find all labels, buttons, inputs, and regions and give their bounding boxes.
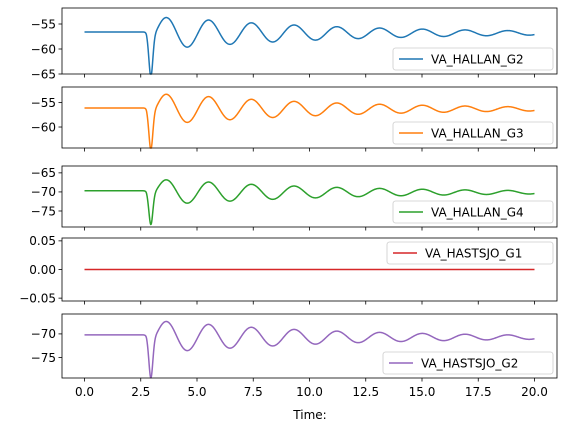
x-tick-label: 20.0 — [521, 385, 548, 399]
legend-box — [392, 200, 554, 224]
legend-label: VA_HALLAN_G3 — [431, 126, 524, 140]
y-tick-label: −65 — [31, 67, 56, 81]
legend: VA_HALLAN_G2 — [392, 47, 554, 71]
y-tick-label: −55 — [31, 17, 56, 31]
x-tick-label: 15.0 — [409, 385, 436, 399]
y-tick-label: −75 — [31, 351, 56, 365]
y-tick-label: 0.00 — [29, 263, 56, 277]
subplot-stack: −65−60−55VA_HALLAN_G2−60−55VA_HALLAN_G3−… — [19, 7, 558, 399]
x-tick-label: 2.5 — [131, 385, 150, 399]
legend: VA_HALLAN_G3 — [392, 121, 554, 145]
y-tick-label: −60 — [31, 42, 56, 56]
subplot-5: −75 −70 0.0 2.5 5.0 7.5 10.0 12.5 15.0 17.5 20.0 VA… — [31, 313, 558, 399]
subplot-1: −65 −60 −55 VA_HALLAN_G2 — [31, 7, 558, 81]
legend-label: VA_HALLAN_G2 — [431, 52, 524, 66]
y-tick-label: −70 — [31, 185, 56, 199]
subplot-3: −75 −70 −65 VA_HALLAN_G4 — [31, 165, 558, 231]
legend-box — [392, 121, 554, 145]
legend-box — [386, 241, 554, 265]
y-tick-label: −55 — [31, 96, 56, 110]
y-tick-label: −70 — [31, 327, 56, 341]
legend-label: VA_HALLAN_G4 — [431, 205, 524, 219]
legend: VA_HASTSJO_G1 — [386, 241, 554, 265]
x-tick-label: 17.5 — [465, 385, 492, 399]
x-tick-label: 12.5 — [352, 385, 379, 399]
series-line-VA_HALLAN_G3 — [84, 93, 535, 149]
legend-label: VA_HASTSJO_G2 — [421, 356, 518, 370]
y-tick-label: 0.05 — [29, 234, 56, 248]
legend-box — [382, 351, 554, 375]
x-tick-label: 10.0 — [296, 385, 323, 399]
x-tick-label: 5.0 — [187, 385, 206, 399]
y-tick-label: −60 — [31, 120, 56, 134]
subplot-4: −0.05 0.00 0.05 VA_HASTSJO_G1 — [19, 234, 558, 305]
legend-box — [392, 47, 554, 71]
legend: VA_HALLAN_G4 — [392, 200, 554, 224]
series-line-VA_HALLAN_G2 — [84, 16, 535, 75]
x-tick-label: 0.0 — [75, 385, 94, 399]
y-tick-label: −65 — [31, 166, 56, 180]
x-tick-label: 7.5 — [244, 385, 263, 399]
y-tick-label: −75 — [31, 204, 56, 218]
x-axis-label: Time: — [292, 408, 326, 422]
legend-label: VA_HASTSJO_G1 — [425, 246, 522, 260]
series-line-VA_HASTSJO_G2 — [84, 320, 535, 379]
y-tick-label: −0.05 — [19, 291, 56, 305]
subplot-2: −60 −55 VA_HALLAN_G3 — [31, 86, 558, 152]
series-line-VA_HALLAN_G4 — [84, 179, 535, 226]
legend: VA_HASTSJO_G2 — [382, 351, 554, 375]
